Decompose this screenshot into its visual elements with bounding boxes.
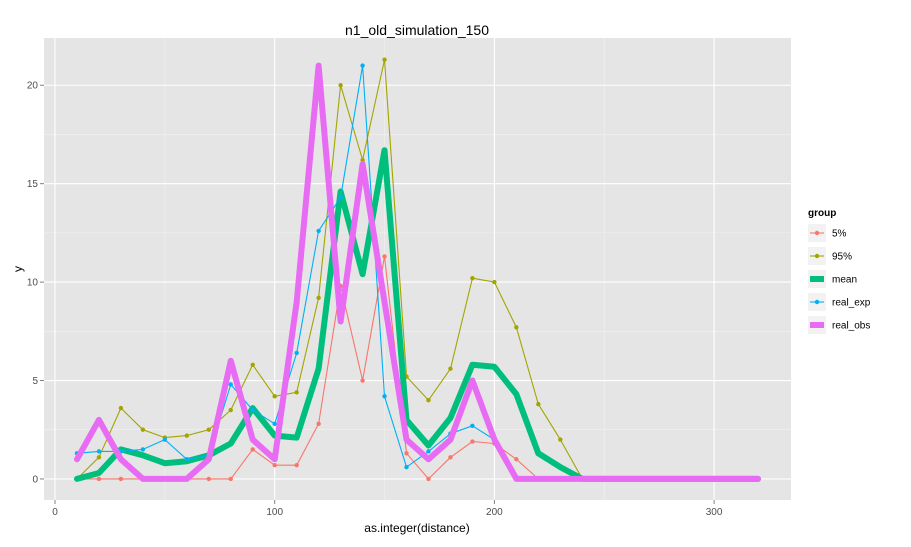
legend: group 5% 95% mean real_exp real_obs [808, 208, 871, 334]
series-point-5 [228, 476, 233, 482]
series-point-real-exp [228, 382, 233, 387]
series-point-95 [206, 427, 211, 432]
x-tick-label: 300 [706, 507, 723, 518]
legend-key-point [814, 299, 820, 305]
legend-key-point [814, 230, 820, 236]
series-point-95 [316, 295, 321, 301]
series-point-real-exp [96, 449, 102, 454]
series-point-real-exp [184, 457, 190, 462]
legend-item-real-obs: real_obs [808, 316, 870, 334]
x-axis-ticks: 0 100 200 300 [52, 500, 723, 518]
plot-panel [44, 38, 791, 500]
series-point-95 [118, 405, 124, 411]
series-line-real-obs [74, 62, 761, 482]
grid-lines [44, 38, 791, 500]
series-point-5 [514, 457, 519, 462]
series-point-5 [382, 254, 387, 259]
series-point-real-exp [360, 63, 365, 68]
series-point-real-exp [140, 447, 146, 452]
x-tick-label: 0 [52, 507, 58, 518]
y-tick-label: 5 [32, 376, 38, 387]
series-point-95 [250, 362, 255, 367]
legend-item-mean: mean [808, 270, 857, 288]
series-point-real-exp [470, 423, 475, 428]
series-point-real-exp [294, 350, 299, 356]
series-point-95 [96, 455, 102, 460]
y-tick-label: 10 [27, 278, 39, 289]
series-point-real-exp [250, 407, 255, 413]
legend-key-point [814, 253, 820, 259]
series-point-5 [272, 462, 277, 468]
series-point-5 [448, 455, 453, 460]
series-point-5 [426, 476, 431, 482]
legend-item-95: 95% [808, 247, 852, 265]
legend-title: group [808, 208, 836, 219]
series-point-real-exp [162, 437, 168, 442]
x-tick-label: 100 [266, 507, 283, 518]
series-point-5 [404, 451, 409, 456]
series-point-95 [558, 437, 563, 442]
series-point-5 [206, 476, 211, 482]
legend-item-5: 5% [808, 224, 847, 242]
legend-label: 5% [832, 229, 847, 240]
series-point-real-exp [272, 421, 277, 427]
series-point-95 [470, 275, 475, 281]
series-point-real-exp [404, 464, 409, 470]
series-point-95 [448, 366, 453, 371]
series-point-95 [426, 397, 431, 403]
chart-title: n1_old_simulation_150 [345, 22, 489, 38]
series-point-5 [470, 439, 475, 444]
series-point-95 [338, 83, 343, 88]
legend-label: real_exp [832, 298, 871, 309]
series-point-5 [294, 462, 299, 468]
series-point-5 [316, 421, 321, 427]
x-axis-title: as.integer(distance) [364, 521, 469, 535]
y-tick-label: 15 [27, 179, 39, 190]
series-point-5 [96, 476, 102, 482]
legend-label: real_obs [832, 321, 870, 332]
series-real-obs [74, 62, 761, 482]
series-point-95 [536, 401, 541, 407]
series-point-95 [184, 433, 190, 438]
series-point-95 [492, 279, 497, 285]
y-axis-ticks: 0 5 10 15 20 [27, 81, 44, 485]
series-point-95 [272, 394, 277, 399]
legend-label: mean [832, 275, 857, 286]
series-point-5 [360, 378, 365, 383]
legend-item-real-exp: real_exp [808, 293, 871, 311]
series-point-95 [294, 390, 299, 395]
series-point-95 [140, 427, 146, 432]
x-tick-label: 200 [486, 507, 503, 518]
series-point-real-exp [316, 228, 321, 234]
y-tick-label: 0 [32, 474, 38, 485]
series-point-5 [250, 447, 255, 452]
y-axis-title: y [11, 266, 25, 272]
series-point-real-exp [426, 449, 431, 454]
series-point-95 [360, 157, 365, 163]
series-point-95 [382, 57, 387, 62]
series-point-real-exp [382, 394, 387, 399]
legend-label: 95% [832, 252, 852, 263]
series-point-95 [228, 407, 233, 413]
series-point-95 [514, 325, 519, 330]
series-layer [74, 57, 761, 482]
legend-entries: 5% 95% mean real_exp real_obs [808, 224, 871, 334]
y-tick-label: 20 [27, 81, 39, 92]
series-point-5 [118, 476, 124, 482]
series-point-real-exp [338, 195, 343, 200]
